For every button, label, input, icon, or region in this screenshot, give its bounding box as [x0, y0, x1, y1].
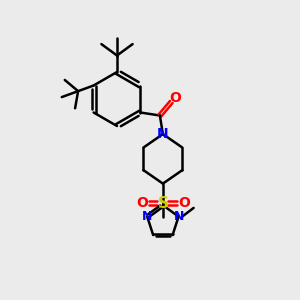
Text: O: O: [169, 92, 181, 105]
Text: N: N: [173, 210, 184, 223]
Text: N: N: [157, 127, 169, 141]
Text: O: O: [136, 196, 148, 210]
Text: O: O: [178, 196, 190, 210]
Text: S: S: [158, 196, 168, 211]
Text: N: N: [142, 210, 152, 223]
